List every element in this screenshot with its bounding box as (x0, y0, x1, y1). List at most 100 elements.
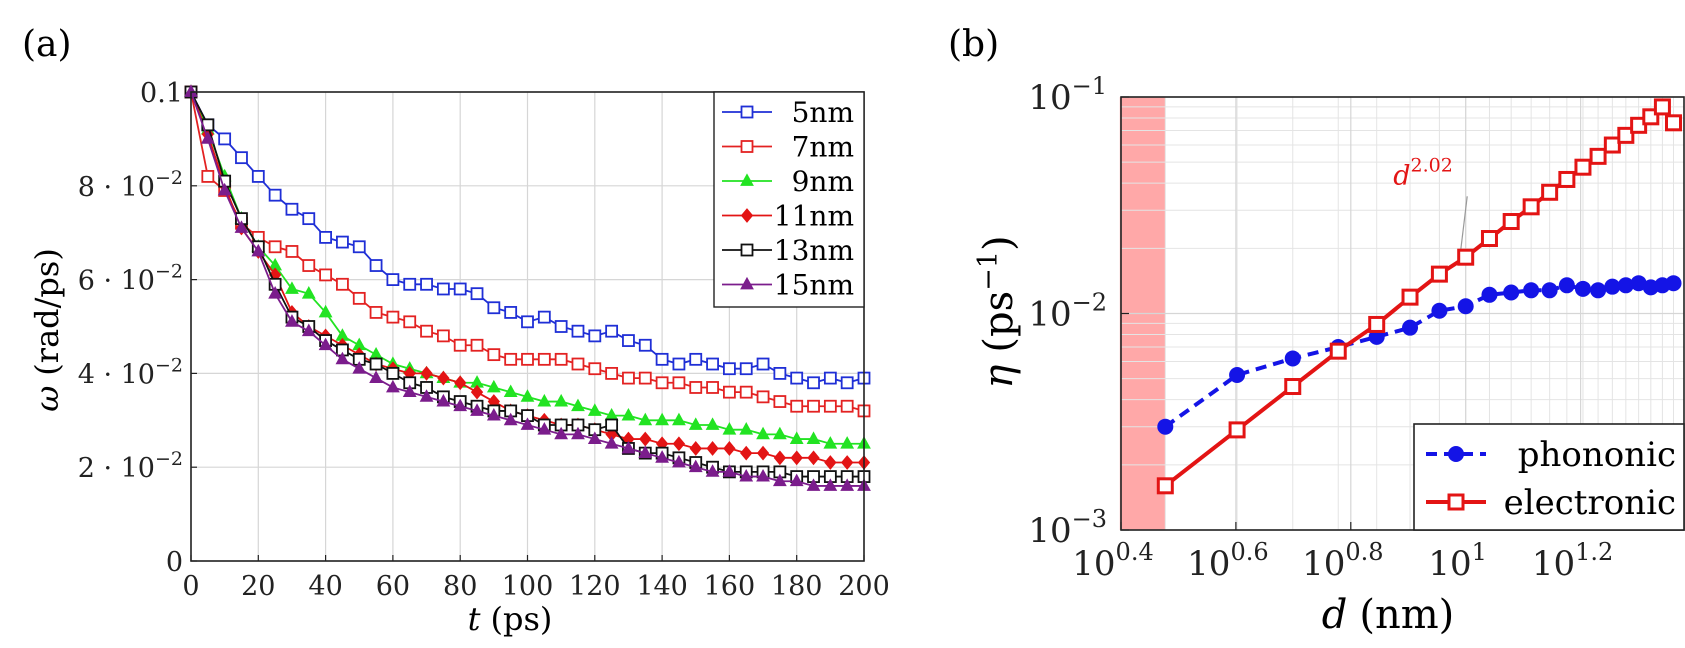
chart-a-point (453, 338, 467, 352)
chart-a-point (301, 286, 316, 299)
chart-a-ylabel-var: ω (28, 386, 66, 412)
chart-a-legend-swatch-marker (740, 276, 754, 290)
chart-a-point (655, 450, 669, 463)
chart-a-point (234, 220, 249, 233)
chart-a-point (251, 243, 266, 257)
chart-a-legend-label: 9nm (792, 165, 854, 198)
panel-label-a: (a) (22, 24, 72, 65)
chart-a-point (571, 357, 585, 371)
chart-a-point (369, 357, 383, 371)
chart-a-x-tick-label: 80 (443, 571, 477, 602)
chart-a-y-tick-label: 2 · 10−2 (78, 448, 183, 484)
chart-b-x-tick-exp: 0.6 (1230, 538, 1268, 566)
chart-a-y-tick-mantissa: 8 · 10 (78, 172, 155, 203)
chart-a-point (604, 436, 619, 449)
chart-a-point (605, 418, 619, 432)
chart-a-point (807, 399, 820, 413)
chart-a-point (756, 445, 770, 461)
chart-b-x-tick-base: 10 (1532, 544, 1575, 584)
chart-b-x-tick-base: 10 (1302, 544, 1345, 584)
chart-a-y-tick-label: 0.1 (140, 78, 183, 109)
chart-a-point (756, 426, 770, 440)
chart-a-point (689, 352, 703, 366)
chart-a-point (285, 281, 299, 294)
chart-b-legend-box (1413, 423, 1685, 531)
chart-a-point (672, 412, 686, 426)
chart-b-point (1522, 198, 1540, 216)
chart-a-point (453, 398, 468, 412)
chart-a-point (773, 395, 787, 408)
chart-a-point (402, 384, 417, 398)
chart-a-x-tick-label: 60 (376, 571, 410, 602)
chart-a-ylabel-unit: (rad/ps) (28, 248, 66, 376)
chart-a-point (554, 320, 568, 333)
chart-a-point (772, 473, 787, 487)
chart-a-point (688, 459, 703, 473)
chart-a-point (772, 426, 787, 440)
chart-b-point (1558, 170, 1576, 188)
chart-b-point (1329, 342, 1347, 360)
chart-a-point (318, 304, 333, 318)
chart-a-xlabel-var: t (468, 600, 481, 638)
chart-a-point (806, 478, 821, 491)
chart-b-y-tick-label: 10−1 (1028, 72, 1107, 118)
chart-a-point (723, 385, 736, 399)
chart-a-point (420, 324, 433, 338)
chart-a-point (790, 399, 804, 413)
chart-a-point (587, 403, 602, 416)
chart-a-series-15nm (184, 84, 871, 491)
chart-b-xlabel-unit: (nm) (1359, 592, 1454, 638)
chart-a-point (403, 277, 417, 291)
chart-a-x-tick-label: 140 (636, 571, 688, 602)
chart-a-x-tick-label: 120 (569, 571, 621, 602)
chart-a-point (302, 259, 316, 272)
chart-b-point (1229, 366, 1246, 383)
chart-b-series-electronic (1156, 98, 1683, 495)
chart-b-ylabel-unit-close: ) (976, 235, 1022, 251)
chart-a-y-tick-label: 4 · 10−2 (78, 354, 183, 390)
chart-a-point (655, 412, 669, 426)
chart-b-y-tick-base: 10 (1028, 78, 1071, 118)
chart-a-point (756, 357, 770, 371)
chart-a-x-tick-label: 100 (502, 571, 554, 602)
chart-a-point (403, 315, 417, 329)
chart-a-point (807, 376, 820, 390)
chart-b-y-tick-label: 10−3 (1028, 505, 1107, 551)
chart-a-point (588, 362, 602, 376)
chart-a-point (688, 417, 703, 430)
chart-b-point (1368, 315, 1386, 333)
chart-b-x-tick-label: 100.4 (1072, 538, 1153, 584)
chart-b-x-axis-label: d (nm) (1322, 592, 1455, 638)
chart-a-point (554, 426, 569, 440)
chart-a-point (251, 170, 265, 183)
chart-a-point (588, 329, 602, 343)
chart-a-y-tick-exp: −2 (155, 167, 183, 189)
chart-b-point (1617, 126, 1635, 144)
chart-a-point (840, 399, 854, 413)
chart-a-point (655, 376, 669, 390)
chart-b-ylabel-var: η (976, 365, 1022, 389)
chart-a-y-axis-label: ω (rad/ps) (28, 248, 66, 412)
panel-label-b: (b) (948, 24, 999, 65)
chart-b-point (1630, 275, 1647, 292)
chart-a-point (840, 376, 854, 390)
chart-a-series (184, 84, 871, 491)
chart-a-legend-label: 7nm (792, 131, 854, 164)
chart-a-y-tick-label: 0 (166, 547, 183, 578)
chart-a-legend-label: 13nm (774, 234, 854, 267)
chart-a-point (705, 417, 720, 430)
chart-b: d2.02 100.4 100.6 100.8 101 101.2 10−310−210… (973, 72, 1685, 638)
chart-a-point (268, 240, 282, 254)
chart-a-point (486, 379, 501, 393)
chart-a-point (789, 473, 804, 487)
chart-a-point (436, 282, 450, 296)
chart-a-point (554, 393, 569, 407)
chart-a-point (285, 202, 299, 216)
chart-a-legend-label: 11nm (774, 200, 854, 233)
chart-b-point (1457, 298, 1474, 315)
chart-a-point (723, 441, 736, 456)
chart-a-point (470, 384, 484, 400)
chart-a-point (520, 417, 535, 430)
chart-a-point (706, 441, 719, 456)
chart-a-point (706, 357, 719, 371)
